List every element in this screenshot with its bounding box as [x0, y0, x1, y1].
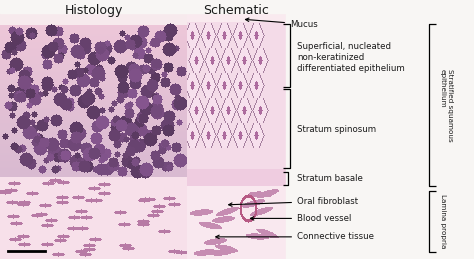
Text: Superficial, nucleated
non-keratinized
differentiated epithelium: Superficial, nucleated non-keratinized d…: [297, 42, 405, 73]
Text: Oral fibroblast: Oral fibroblast: [228, 197, 358, 206]
Text: Connective tissue: Connective tissue: [216, 232, 374, 241]
Text: Schematic: Schematic: [203, 4, 269, 17]
Bar: [286, 0, 474, 259]
Text: Stratum basale: Stratum basale: [297, 174, 363, 183]
Text: Stratum spinosum: Stratum spinosum: [297, 125, 376, 134]
Text: Stratified squamous
epithelium: Stratified squamous epithelium: [440, 69, 453, 142]
Text: Lamina propria: Lamina propria: [440, 194, 446, 249]
Text: Histology: Histology: [64, 4, 123, 17]
Text: Blood vessel: Blood vessel: [250, 214, 351, 223]
Text: Mucus: Mucus: [246, 18, 318, 28]
Bar: [0, 0, 474, 13]
